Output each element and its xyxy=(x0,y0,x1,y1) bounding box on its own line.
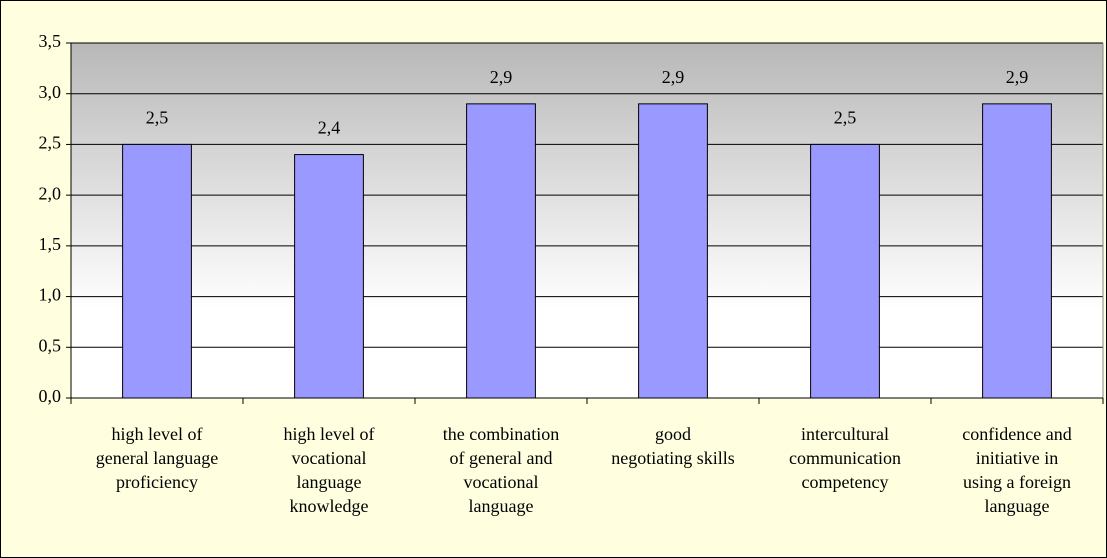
x-tick-label: good xyxy=(655,424,691,444)
y-tick-label: 2,0 xyxy=(39,183,62,203)
bar xyxy=(982,103,1052,399)
data-label: 2,9 xyxy=(1006,67,1029,87)
y-tick-label: 3,0 xyxy=(39,82,62,102)
x-tick-label: confidence and xyxy=(962,424,1071,444)
data-label: 2,9 xyxy=(662,67,685,87)
x-tick-label: general language xyxy=(96,448,218,468)
data-label: 2,4 xyxy=(318,118,341,138)
bar xyxy=(810,143,880,399)
x-tick-label: using a foreign xyxy=(963,472,1071,492)
x-tick-label: language xyxy=(985,496,1050,516)
x-tick-label: high level of xyxy=(284,424,375,444)
x-tick-label: language xyxy=(297,472,362,492)
x-tick-label: of general and xyxy=(450,448,553,468)
plot-area xyxy=(71,43,1103,398)
y-tick-label: 2,5 xyxy=(39,133,62,153)
y-tick-label: 1,5 xyxy=(39,234,62,254)
data-label: 2,5 xyxy=(834,108,857,128)
x-tick-label: negotiating skills xyxy=(611,448,735,468)
x-tick-label: the combination xyxy=(443,424,559,444)
x-tick-label: competency xyxy=(802,472,889,492)
bar xyxy=(466,103,536,399)
y-tick-label: 0,0 xyxy=(39,386,62,406)
data-label: 2,5 xyxy=(146,108,169,128)
x-tick-label: vocational xyxy=(464,472,539,492)
x-tick-label: initiative in xyxy=(976,448,1059,468)
x-tick-label: intercultural xyxy=(801,424,889,444)
x-tick-label: high level of xyxy=(112,424,203,444)
x-tick-label: proficiency xyxy=(116,472,198,492)
bar xyxy=(638,103,708,399)
x-tick-label: vocational xyxy=(292,448,367,468)
y-tick-label: 3,5 xyxy=(39,31,62,51)
bar xyxy=(122,143,192,399)
y-tick-label: 1,0 xyxy=(39,285,62,305)
y-tick-label: 0,5 xyxy=(39,335,62,355)
x-tick-label: language xyxy=(469,496,534,516)
bar xyxy=(294,154,364,399)
x-tick-label: communication xyxy=(789,448,901,468)
x-tick-label: knowledge xyxy=(290,496,369,516)
data-label: 2,9 xyxy=(490,67,513,87)
